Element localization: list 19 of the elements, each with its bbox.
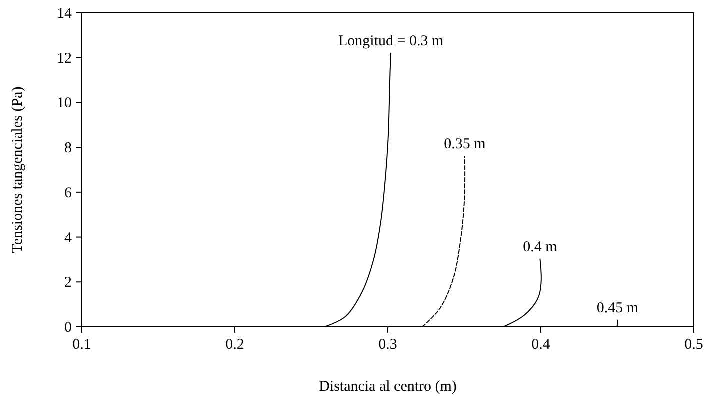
annotation: Longitud = 0.3 m: [338, 33, 444, 50]
annotation: 0.4 m: [523, 239, 558, 256]
x-tick-label: 0.1: [72, 337, 92, 353]
y-tick-label: 10: [57, 96, 72, 112]
y-tick-label: 6: [64, 185, 72, 202]
x-tick-label: 0.5: [684, 337, 704, 353]
y-tick-label: 4: [64, 230, 72, 246]
annotation: 0.45 m: [596, 300, 639, 316]
y-tick-label: 8: [64, 140, 72, 157]
annotation: 0.35 m: [444, 136, 486, 153]
x-tick-label: 0.4: [532, 337, 551, 353]
y-tick-label: 0: [64, 320, 72, 336]
y-tick-label: 12: [57, 50, 72, 67]
x-tick-label: 0.3: [378, 337, 398, 353]
y-axis-title: Tensiones tangenciales (Pa): [10, 86, 26, 254]
x-axis-title: Distancia al centro (m): [319, 379, 457, 395]
x-tick-label: 0.2: [226, 337, 244, 353]
y-tick-label: 2: [64, 275, 72, 292]
y-tick-label: 14: [57, 6, 72, 22]
